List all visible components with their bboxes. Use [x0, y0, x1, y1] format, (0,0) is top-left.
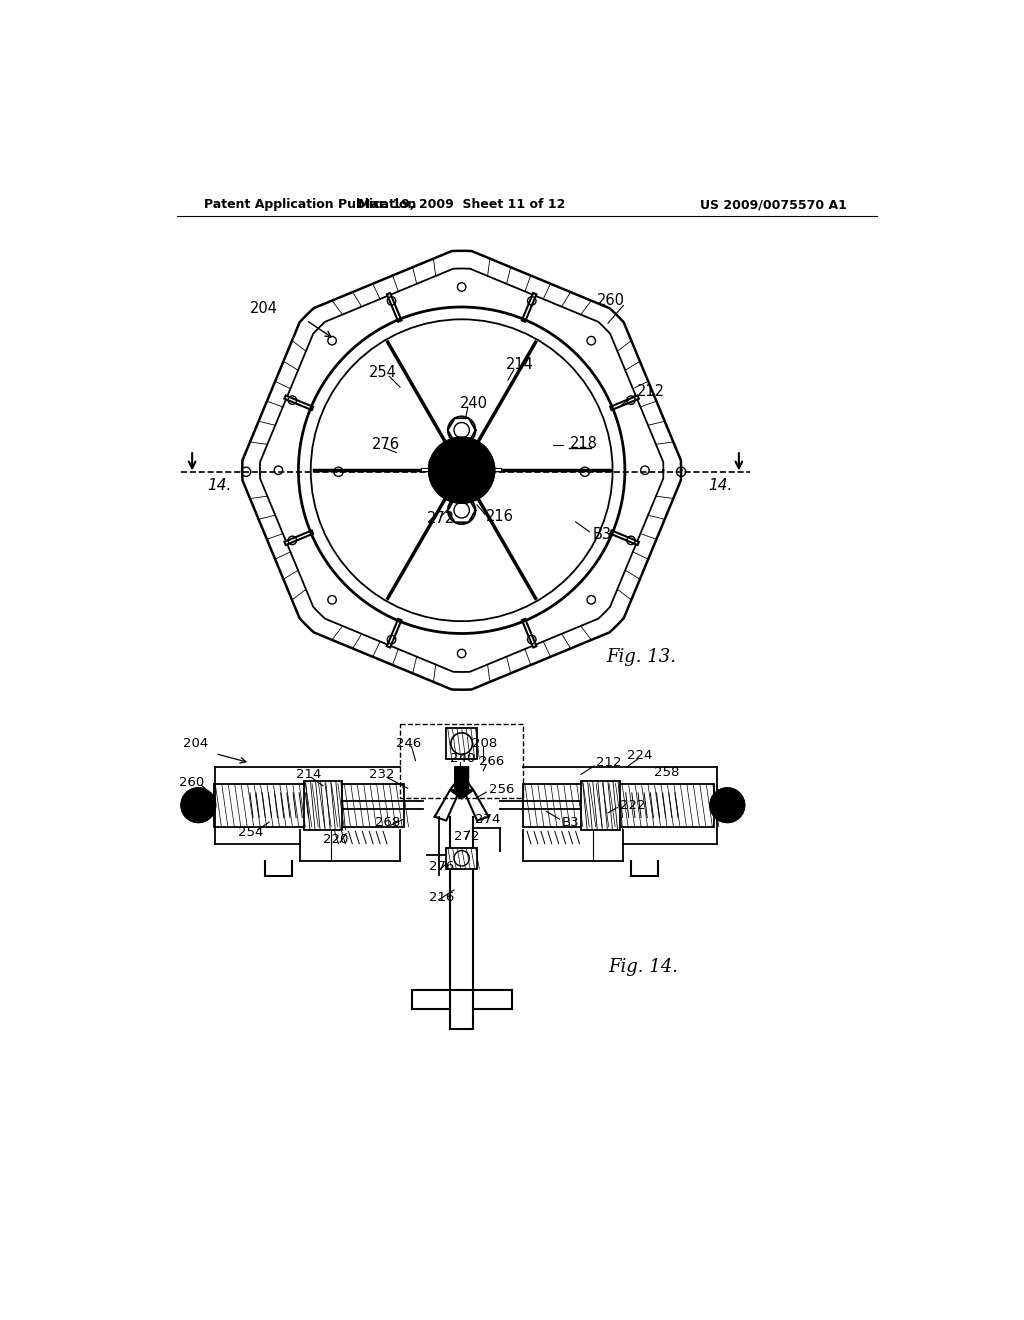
Text: 212: 212	[596, 756, 622, 770]
Bar	[446, 729, 477, 759]
Circle shape	[711, 788, 744, 822]
Text: 276: 276	[429, 861, 455, 874]
Text: 212: 212	[637, 384, 666, 399]
Text: B3: B3	[562, 816, 580, 829]
Text: 220: 220	[323, 833, 348, 846]
Text: 240: 240	[460, 396, 488, 411]
Text: 260: 260	[179, 776, 205, 788]
Text: Fig. 14.: Fig. 14.	[608, 958, 678, 975]
Text: Mar. 19, 2009  Sheet 11 of 12: Mar. 19, 2009 Sheet 11 of 12	[358, 198, 565, 211]
Text: 204: 204	[250, 301, 278, 315]
Text: 260: 260	[596, 293, 625, 309]
Text: 224: 224	[628, 748, 652, 762]
Bar	[446, 847, 477, 869]
Text: 218: 218	[569, 436, 597, 451]
Text: Patent Application Publication: Patent Application Publication	[204, 198, 416, 211]
Text: 232: 232	[370, 768, 395, 781]
Text: 258: 258	[654, 767, 680, 779]
Text: 276: 276	[372, 437, 399, 453]
Text: 256: 256	[488, 783, 514, 796]
Text: 14.: 14.	[208, 478, 231, 494]
Circle shape	[181, 788, 215, 822]
Text: 254: 254	[370, 364, 397, 380]
Text: 214: 214	[506, 358, 535, 372]
Bar	[214, 784, 403, 826]
Text: 254: 254	[239, 825, 264, 838]
Circle shape	[429, 438, 494, 503]
Bar	[523, 784, 714, 826]
Text: 208: 208	[472, 737, 497, 750]
Text: 272: 272	[454, 829, 479, 842]
Bar	[304, 780, 342, 830]
Text: B3: B3	[593, 527, 611, 541]
Text: US 2009/0075570 A1: US 2009/0075570 A1	[699, 198, 847, 211]
Text: 214: 214	[296, 768, 322, 781]
Text: 274: 274	[475, 813, 500, 825]
Text: 268: 268	[376, 816, 400, 829]
Text: 14.: 14.	[708, 478, 732, 494]
Text: 222: 222	[620, 799, 645, 812]
Bar	[581, 780, 620, 830]
FancyArrow shape	[450, 767, 474, 799]
Text: 272: 272	[427, 511, 455, 527]
Text: 216: 216	[486, 510, 514, 524]
Text: 240: 240	[451, 752, 475, 766]
Text: 266: 266	[478, 755, 504, 768]
Text: 204: 204	[183, 737, 208, 750]
Text: Fig. 13.: Fig. 13.	[606, 648, 677, 667]
Bar	[400, 725, 523, 797]
Text: 216: 216	[429, 891, 455, 904]
Text: 246: 246	[396, 737, 422, 750]
